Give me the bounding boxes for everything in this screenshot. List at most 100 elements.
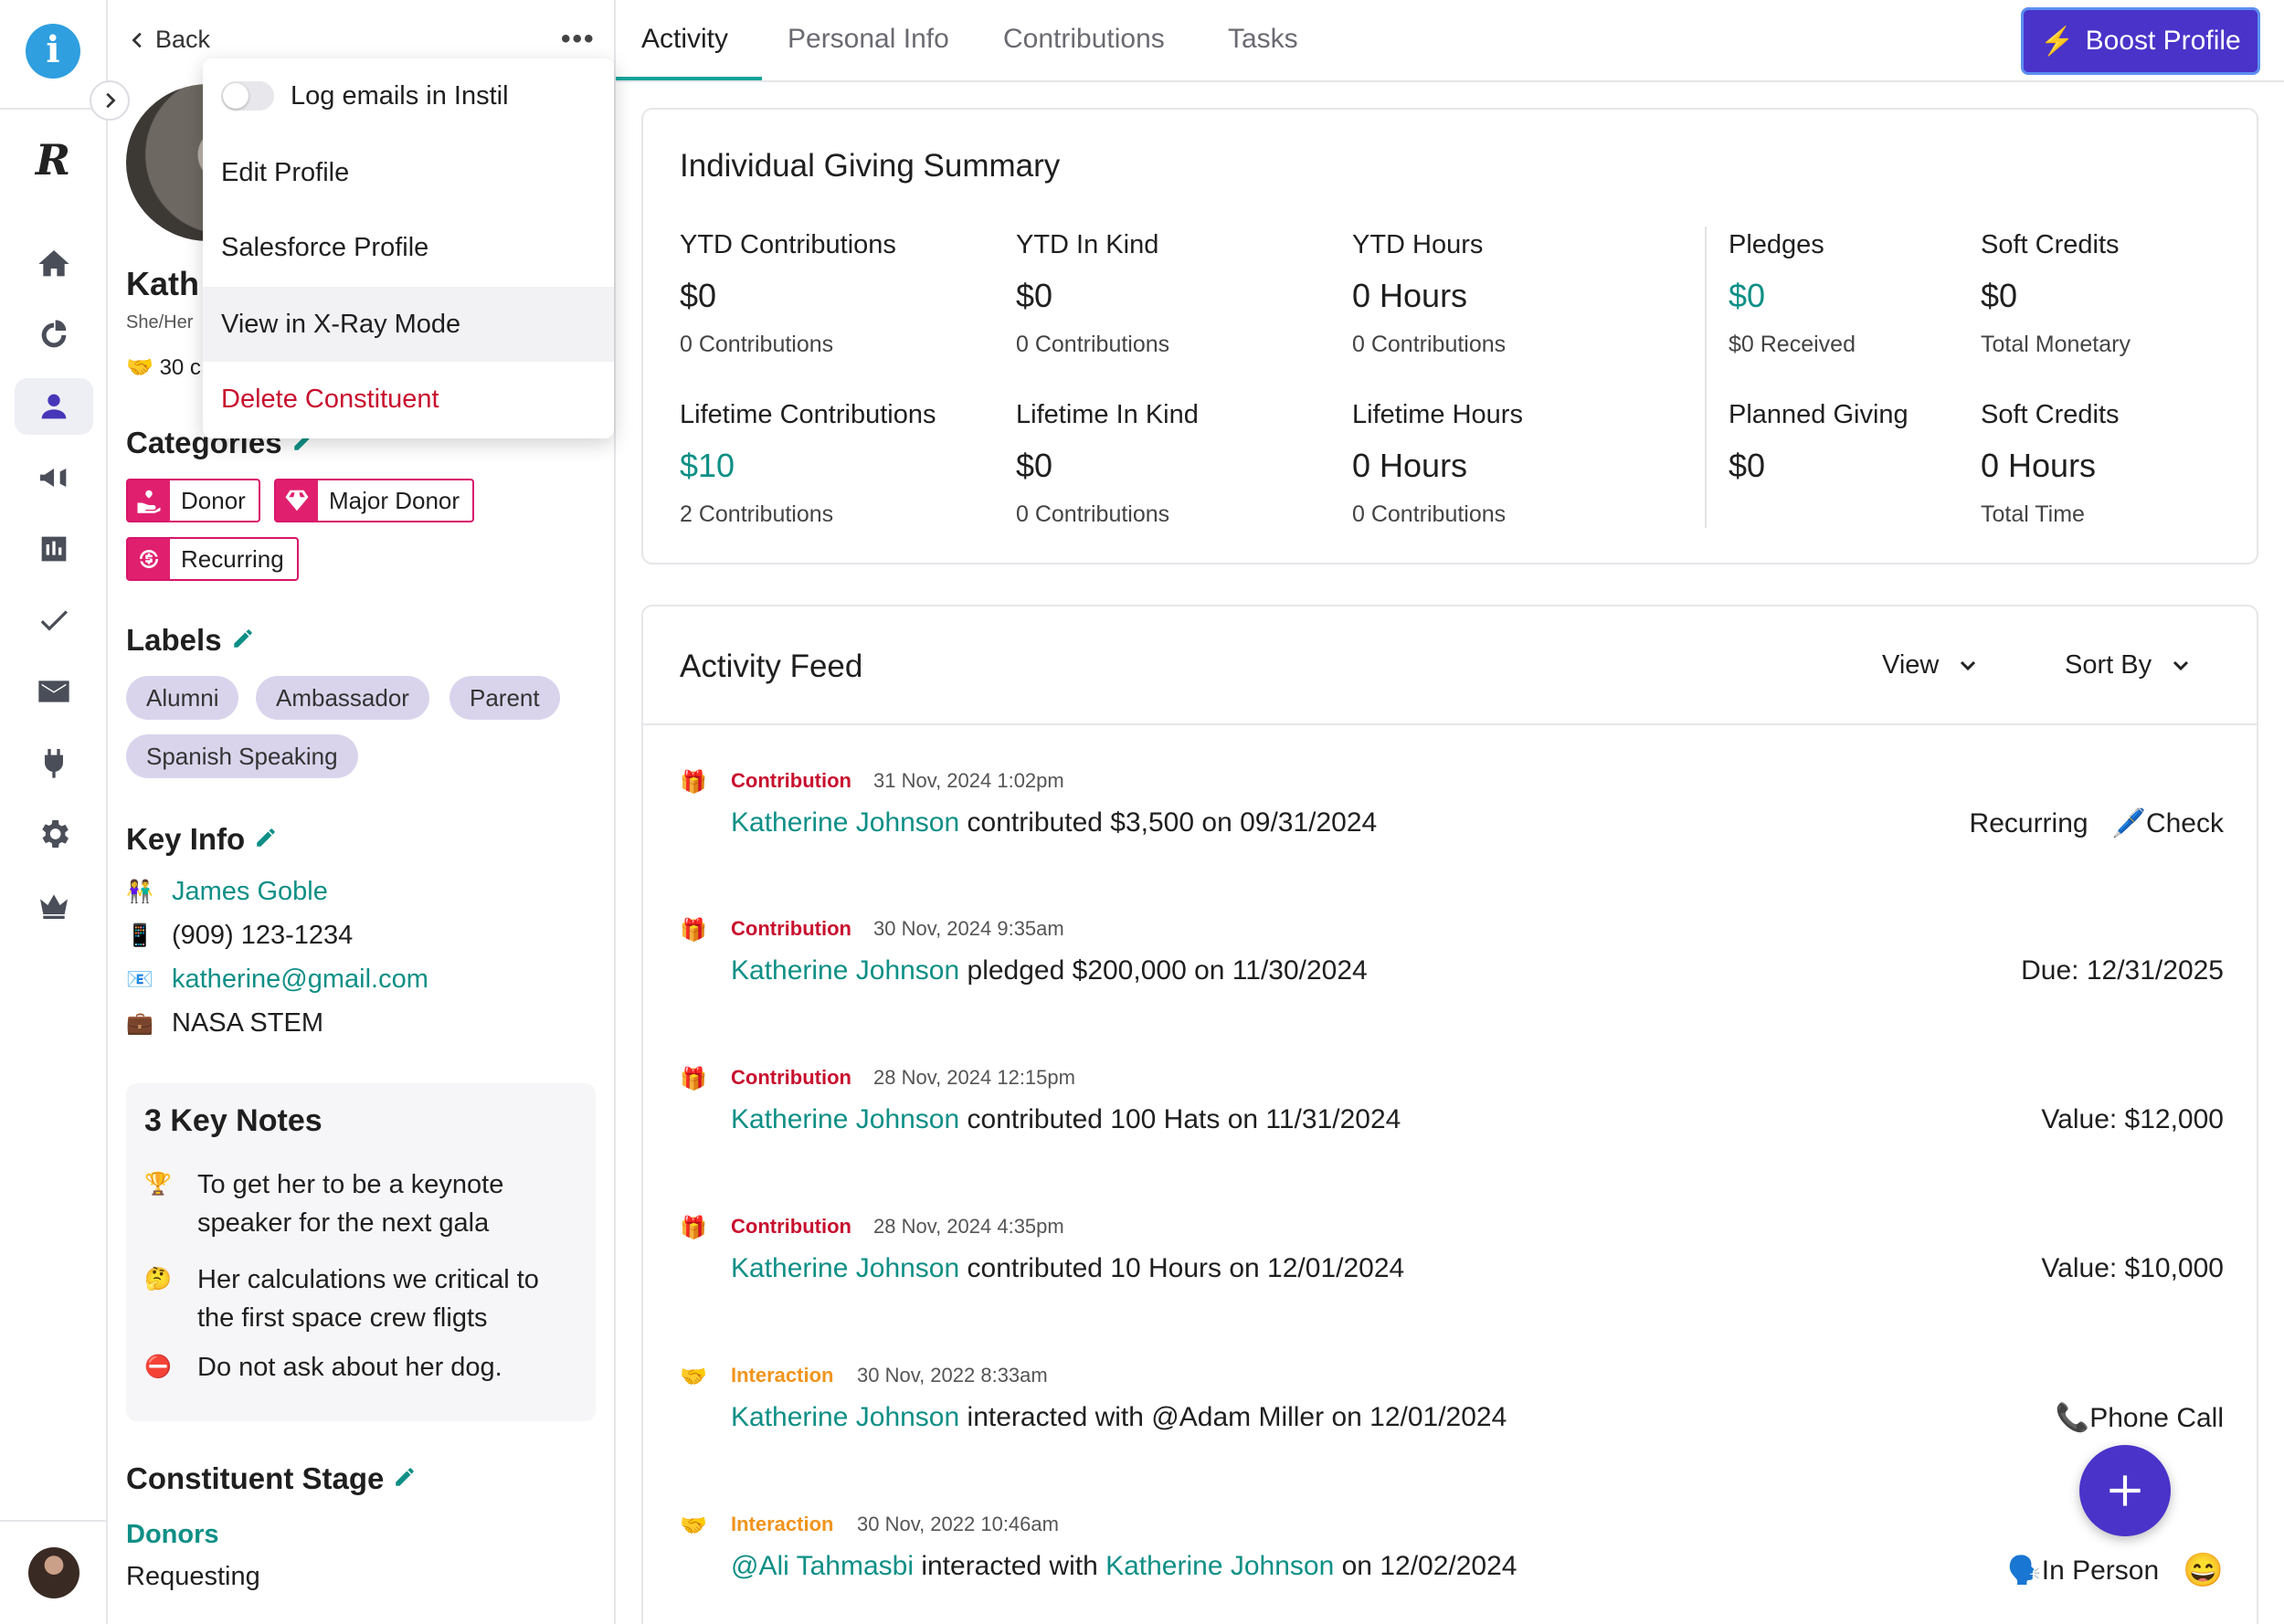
rail-settings-icon[interactable] <box>15 806 93 862</box>
pronouns: She/Her <box>126 312 194 332</box>
category-donor[interactable]: Donor <box>126 479 260 522</box>
key-notes-card: 3 Key Notes 🏆 To get her to be a keynote… <box>126 1083 596 1421</box>
key-note: 🏆 To get her to be a keynote speaker for … <box>144 1165 583 1242</box>
entry-description: on 12/02/2024 <box>1334 1551 1517 1581</box>
entry-meta: Value: $10,000 <box>2041 1253 2224 1284</box>
rail-reports-icon[interactable] <box>15 521 93 577</box>
instil-logo-icon[interactable]: i <box>26 24 80 79</box>
entry-text: Katherine Johnson contributed 100 Hats o… <box>731 1104 1401 1135</box>
entry-description: contributed 10 Hours on 12/01/2024 <box>959 1253 1405 1283</box>
entry-description: interacted with <box>913 1551 1106 1581</box>
category-recurring[interactable]: Recurring <box>126 537 299 581</box>
stat-label: Pledges <box>1729 230 1824 259</box>
feed-entry: 🎁 Contribution 28 Nov, 2024 4:35pm Kathe… <box>680 1209 2224 1310</box>
entry-meta: Due: 12/31/2025 <box>2021 955 2224 986</box>
rail-constituents-icon[interactable] <box>15 378 93 435</box>
spouse-link[interactable]: James Goble <box>172 877 328 906</box>
email-link[interactable]: katherine@gmail.com <box>172 965 428 994</box>
stat-pledges: Pledges $0 $0 Received <box>1729 230 1856 358</box>
actor-link[interactable]: Katherine Johnson <box>731 807 960 838</box>
stat-ytd-contributions: YTD Contributions $0 0 Contributions <box>680 230 896 358</box>
keyinfo-heading: Key Info <box>126 822 278 857</box>
label-chip[interactable]: Parent <box>449 676 560 720</box>
collapse-panel-button[interactable] <box>90 80 130 121</box>
actor-link[interactable]: Katherine Johnson <box>1105 1551 1335 1581</box>
edit-categories-pencil-icon[interactable] <box>291 426 315 460</box>
more-options-button[interactable]: ••• <box>561 24 596 54</box>
key-note: 🤔 Her calculations we critical to the fir… <box>144 1260 583 1337</box>
constituent-name: Kath <box>126 265 199 302</box>
entry-text: Katherine Johnson interacted with @Adam … <box>731 1402 1507 1433</box>
menu-salesforce-profile[interactable]: Salesforce Profile <box>221 232 429 262</box>
tab-activity[interactable]: Activity <box>641 24 729 54</box>
phone-icon: 📱 <box>126 923 153 948</box>
entry-type: Interaction <box>731 1513 834 1535</box>
feed-entry: 🤝 Interaction 30 Nov, 2022 10:46am @Ali … <box>680 1507 2224 1608</box>
phone-icon: 📞 <box>2055 1403 2090 1433</box>
tab-contributions[interactable]: Contributions <box>1003 24 1165 54</box>
tab-tasks[interactable]: Tasks <box>1228 24 1298 54</box>
label-chip[interactable]: Spanish Speaking <box>126 734 358 778</box>
tab-bar: Activity Personal Info Contributions Tas… <box>616 0 2284 82</box>
labels-heading: Labels <box>126 623 255 658</box>
entry-text: Katherine Johnson pledged $200,000 on 11… <box>731 955 1368 986</box>
rail-crown-icon[interactable] <box>15 877 93 933</box>
gift-icon: 🎁 <box>680 918 707 943</box>
rail-integrations-icon[interactable] <box>15 734 93 791</box>
label-chip[interactable]: Alumni <box>126 676 239 720</box>
actor-link[interactable]: Katherine Johnson <box>731 1104 960 1134</box>
category-label: Major Donor <box>329 486 460 514</box>
chevron-down-icon <box>2173 660 2189 670</box>
stat-label: Lifetime In Kind <box>1016 400 1199 429</box>
smiley-reaction-icon[interactable]: 😄 <box>2183 1551 2224 1588</box>
menu-log-emails[interactable]: Log emails in Instil <box>203 58 614 133</box>
rail-home-icon[interactable] <box>15 236 93 292</box>
stat-value: 0 Hours <box>1981 447 2097 484</box>
diamond-icon <box>276 480 318 521</box>
rail-tasks-icon[interactable] <box>15 592 93 649</box>
years-value: 30 c <box>159 355 201 380</box>
menu-delete-constituent[interactable]: Delete Constituent <box>221 384 439 414</box>
edit-stage-pencil-icon[interactable] <box>393 1461 417 1496</box>
stat-label: Lifetime Hours <box>1352 400 1523 429</box>
actor-link[interactable]: Katherine Johnson <box>731 955 960 986</box>
actor-link[interactable]: @Ali Tahmasbi <box>731 1551 914 1581</box>
menu-edit-profile[interactable]: Edit Profile <box>221 157 350 187</box>
entry-meta-value: Recurring <box>1969 807 2088 838</box>
actor-link[interactable]: Katherine Johnson <box>731 1402 960 1432</box>
stat-sub: 0 Contributions <box>1352 332 1507 357</box>
category-major-donor[interactable]: Major Donor <box>274 479 475 522</box>
rail-campaigns-icon[interactable] <box>15 449 93 506</box>
add-activity-button[interactable] <box>2079 1445 2171 1536</box>
stage-sub: Requesting <box>126 1562 260 1591</box>
stat-value[interactable]: $0 <box>1729 277 1766 314</box>
notes-title: 3 Key Notes <box>144 1103 323 1138</box>
entry-meta-value: Check <box>2145 808 2224 838</box>
menu-xray-mode[interactable]: View in X-Ray Mode <box>203 287 614 362</box>
actor-link[interactable]: Katherine Johnson <box>731 1253 960 1283</box>
feed-entry: 🎁 Contribution 30 Nov, 2024 9:35am Kathe… <box>680 912 2224 1012</box>
entry-time: 30 Nov, 2022 10:46am <box>857 1513 1059 1535</box>
entry-meta-value: Phone Call <box>2089 1403 2224 1433</box>
stage-value: Donors <box>126 1520 219 1549</box>
stat-value: $0 <box>1016 277 1053 314</box>
gift-icon: 🎁 <box>680 1216 707 1240</box>
view-dropdown[interactable]: View <box>1882 650 1979 680</box>
back-button[interactable]: Back <box>128 26 210 54</box>
edit-labels-pencil-icon[interactable] <box>231 623 255 658</box>
rail-email-icon[interactable] <box>15 663 93 720</box>
stat-value[interactable]: $10 <box>680 447 735 484</box>
tab-personal-info[interactable]: Personal Info <box>788 24 949 54</box>
rail-donations-icon[interactable] <box>15 307 93 364</box>
user-avatar[interactable] <box>28 1547 79 1598</box>
label-chip[interactable]: Ambassador <box>256 676 429 720</box>
stage-title: Constituent Stage <box>126 1461 385 1495</box>
log-emails-toggle[interactable] <box>221 81 274 111</box>
boost-profile-button[interactable]: ⚡ Boost Profile <box>2021 7 2260 75</box>
edit-keyinfo-pencil-icon[interactable] <box>254 822 278 857</box>
view-label: View <box>1882 650 1940 680</box>
note-line: the first space crew fligts <box>197 1303 488 1333</box>
entry-meta-value: Due: 12/31/2025 <box>2021 955 2224 986</box>
sort-dropdown[interactable]: Sort By <box>2065 650 2192 680</box>
active-tab-indicator <box>616 77 762 80</box>
